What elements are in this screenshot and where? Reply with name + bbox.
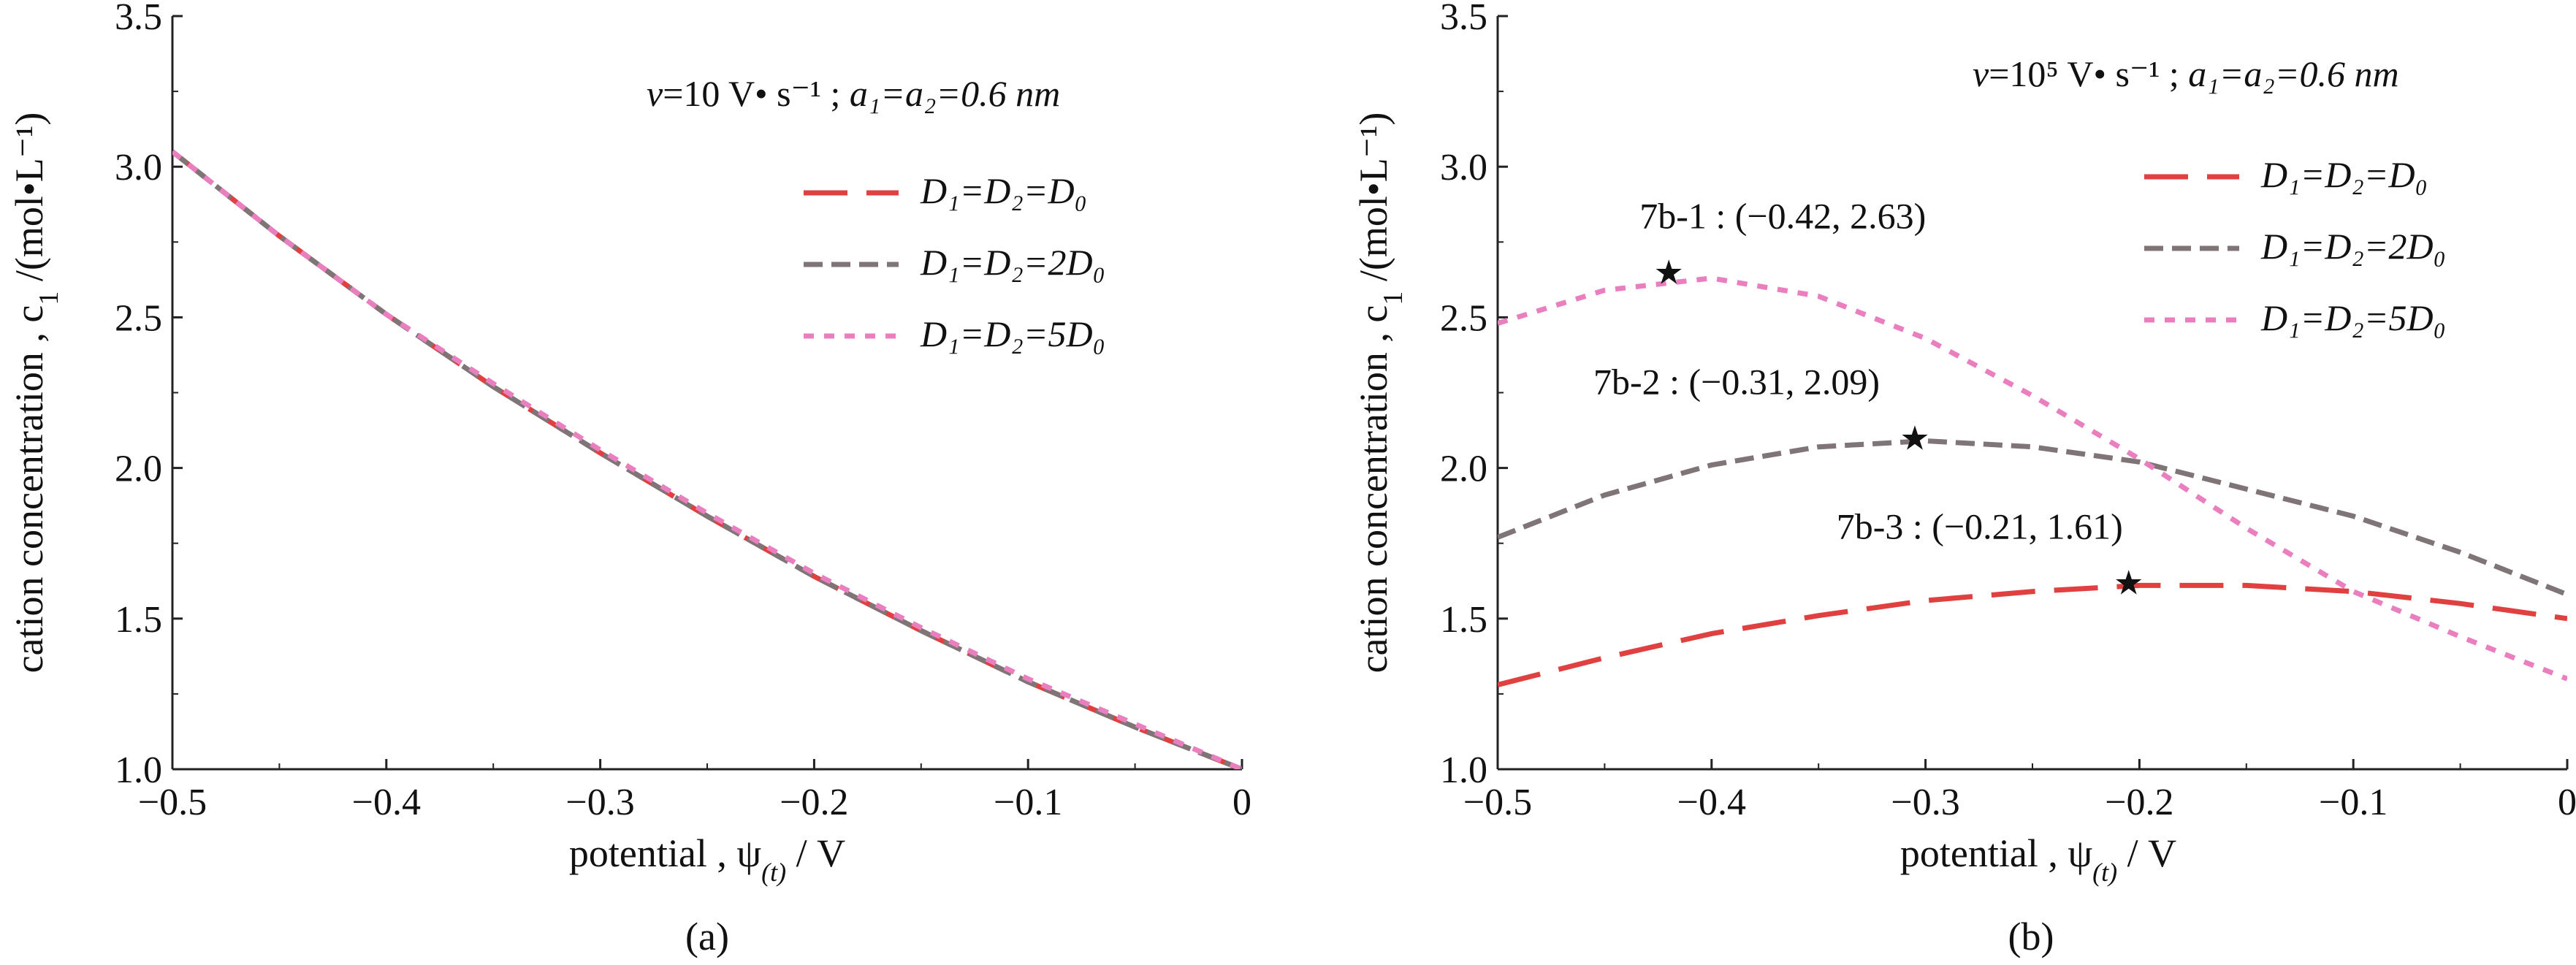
- y-tick-label: 3.0: [115, 147, 162, 188]
- legend-label: D₁=D₂=D₀: [2260, 154, 2428, 195]
- peak-annotation: 7b-3 : (−0.21, 1.61): [1837, 506, 2123, 546]
- x-tick-label: −0.1: [2319, 782, 2388, 823]
- x-tick-label: −0.5: [138, 782, 207, 823]
- series-line-2: [172, 149, 1242, 769]
- y-tick-label: 3.5: [1440, 0, 1487, 38]
- x-tick-label: 0: [2558, 782, 2576, 823]
- y-tick-label: 2.0: [115, 449, 162, 490]
- y-axis-label: cation concentration , c1 /(mol•L⁻¹): [7, 112, 64, 674]
- legend-label: D₁=D₂=5D₀: [2260, 297, 2446, 338]
- condition-text: v=10 V• s⁻¹ ; a₁=a₂=0.6 nm: [647, 73, 1060, 114]
- y-tick-label: 2.0: [1440, 449, 1487, 490]
- x-axis-label: potential , ψ(t) / V: [569, 831, 845, 887]
- y-tick-label: 3.5: [115, 0, 162, 38]
- peak-star-icon: ★: [1654, 254, 1684, 291]
- x-axis-label: potential , ψ(t) / V: [1900, 831, 2176, 887]
- peak-star-icon: ★: [2114, 564, 2144, 601]
- x-tick-label: −0.1: [994, 782, 1062, 823]
- x-tick-label: −0.3: [1891, 782, 1959, 823]
- x-tick-label: −0.5: [1463, 782, 1532, 823]
- chart-panel-a: −0.5 −0.4 −0.3 −0.2 −0.1 0 1.0 1.5 2.0 2.5 3.0 3.5 c…: [7, 0, 1251, 958]
- y-tick-label: 1.5: [1440, 599, 1487, 641]
- x-tick-label: −0.3: [565, 782, 634, 823]
- x-tick-label: −0.4: [352, 782, 421, 823]
- condition-text: v=10⁵ V• s⁻¹ ; a₁=a₂=0.6 nm: [1973, 53, 2399, 94]
- series-line-3: [172, 149, 1242, 769]
- y-tick-label: 1.0: [115, 750, 162, 791]
- y-tick-label: 1.5: [115, 599, 162, 641]
- y-axis-label: cation concentration , c1 /(mol•L⁻¹): [1352, 112, 1409, 674]
- y-tick-label: 3.0: [1440, 147, 1487, 188]
- x-tick-label: 0: [1232, 782, 1251, 823]
- peak-annotation: 7b-2 : (−0.31, 2.09): [1593, 361, 1880, 402]
- peak-annotation: 7b-1 : (−0.42, 2.63): [1639, 196, 1926, 237]
- x-tick-label: −0.2: [2105, 782, 2173, 823]
- legend-label: D₁=D₂=5D₀: [920, 313, 1105, 354]
- x-tick-label: −0.2: [780, 782, 848, 823]
- legend-label: D₁=D₂=2D₀: [2260, 226, 2446, 267]
- series-line-1: [1498, 582, 2567, 687]
- x-tick-label: −0.4: [1677, 782, 1746, 823]
- y-tick-label: 1.0: [1440, 750, 1487, 791]
- peak-star-icon: ★: [1899, 419, 1929, 457]
- legend-label: D₁=D₂=2D₀: [920, 242, 1105, 283]
- panel-caption: (a): [685, 915, 729, 958]
- chart-panel-b: −0.5 −0.4 −0.3 −0.2 −0.1 0 1.0 1.5 2.0 2.5 3.0 3.5 c…: [1352, 0, 2576, 958]
- legend-label: D₁=D₂=D₀: [920, 170, 1087, 211]
- y-tick-label: 2.5: [115, 297, 162, 339]
- y-tick-label: 2.5: [1440, 297, 1487, 339]
- panel-caption: (b): [2008, 915, 2054, 958]
